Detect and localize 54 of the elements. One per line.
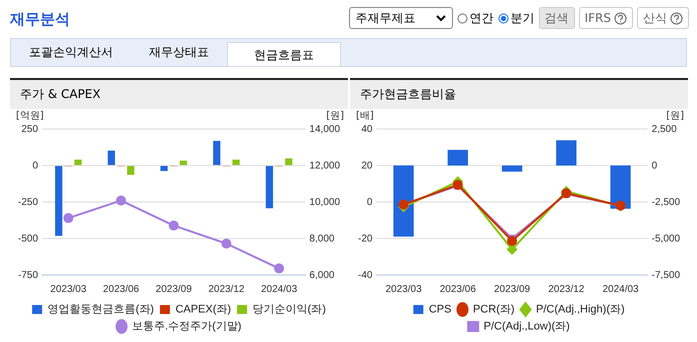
y2-tick-label: 14,000 [309,124,340,135]
text: 재무상태표 [148,44,210,61]
legend-label: PCR(좌) [472,304,515,316]
text: IFRS [584,11,611,25]
legend-label: CAPEX(좌) [175,304,232,316]
y2-tick-label: -2,500 [652,196,680,208]
y-tick-label: 20 [361,160,373,172]
y2-tick-label: -5,000 [652,233,680,244]
y-tick-label: 0 [32,160,38,172]
y-tick-label: 40 [361,124,373,135]
legend-label: 영업활동현금흐름(좌) [48,304,154,316]
text: 현금흐름표 [227,42,341,66]
x-tick-label: 2023/09 [156,284,192,295]
y2-tick-label: 2,500 [652,124,678,135]
x-tick-label: 2023/12 [548,284,585,295]
legend-label: P/C(Adj.,Low)(좌) [484,320,570,333]
y-tick-label: -20 [358,233,373,244]
y-tick-label: -750 [18,270,38,281]
text: 주재무제표 [356,10,416,26]
y-axis-title: [억원] [16,110,44,122]
legend-label: P/C(Adj.,High)(좌) [536,304,625,316]
legend-label: CPS [428,304,452,316]
y-tick-label: -250 [18,196,38,208]
legend-label: 당기순이익(좌) [252,304,326,316]
x-tick-label: 2023/06 [440,284,476,295]
chart-title: 주가현금흐름비율 [350,80,688,109]
y-tick-label: -500 [18,233,38,244]
y2-tick-label: -7,500 [652,270,680,281]
x-tick-label: 2024/03 [260,284,298,295]
y-axis-title: [배] [356,110,374,122]
x-tick-label: 2024/03 [602,284,640,295]
x-tick-label: 2023/06 [102,284,140,295]
y-tick-label: -40 [358,270,373,281]
y2-tick-label: 8,000 [309,233,335,244]
text: 연간 [470,10,494,26]
y2-tick-label: 10,000 [309,196,340,208]
y2-tick-label: 6,000 [309,270,335,281]
y2-tick-label: 0 [652,160,658,172]
text: 포괄손익계산서 [28,44,114,61]
y2-tick-label: 12,000 [309,160,340,172]
text: 검색 [544,10,569,26]
x-tick-label: 2023/03 [385,284,422,295]
x-tick-label: 2023/09 [494,284,531,295]
x-tick-label: 2023/03 [50,284,87,295]
legend-label: 보통주.수정주가(기말) [132,320,242,333]
y2-axis-title: [원] [666,110,684,122]
y-tick-label: 0 [366,196,373,208]
text: 분기 [510,10,535,26]
chart-title: 주가 & CAPEX [10,80,348,109]
text: 재무분석 [10,10,70,29]
y2-axis-title: [원] [326,110,344,122]
text: 산식 [643,10,667,26]
y-tick-label: 250 [21,124,38,135]
x-tick-label: 2023/12 [208,284,245,295]
